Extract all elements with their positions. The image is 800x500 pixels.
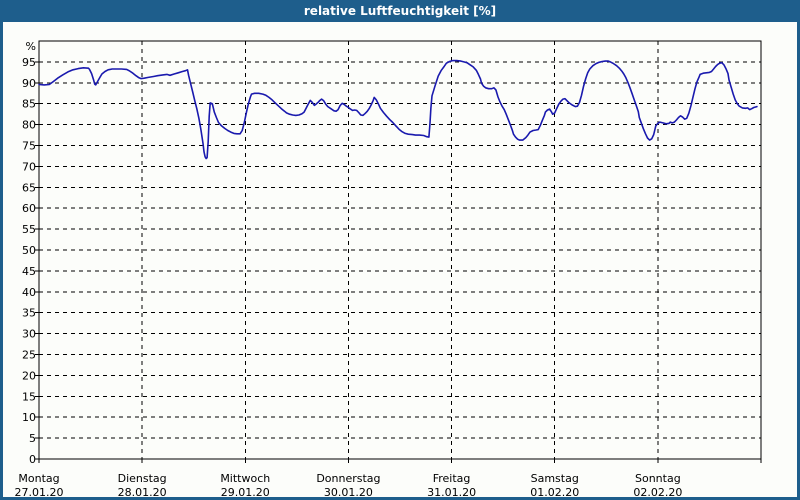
y-tick-label: 25 <box>22 349 36 362</box>
y-tick-label: 95 <box>22 56 36 69</box>
y-tick-label: 90 <box>22 77 36 90</box>
x-day-label: Montag <box>18 472 59 485</box>
y-tick-label: 10 <box>22 411 36 424</box>
y-tick-label: 5 <box>29 432 36 445</box>
y-tick-label: 35 <box>22 307 36 320</box>
y-tick-label: 65 <box>22 181 36 194</box>
window-title: relative Luftfeuchtigkeit [%] <box>303 4 497 18</box>
x-date-label: 29.01.20 <box>221 486 270 497</box>
x-day-label: Donnerstag <box>316 472 380 485</box>
y-tick-label: 0 <box>29 453 36 466</box>
window-title-bar[interactable]: relative Luftfeuchtigkeit [%] <box>3 0 797 22</box>
humidity-line <box>38 59 758 160</box>
x-day-label: Sonntag <box>635 472 681 485</box>
y-tick-label: 70 <box>22 160 36 173</box>
x-day-label: Samstag <box>531 472 579 485</box>
y-tick-label: 45 <box>22 265 36 278</box>
y-tick-label: 15 <box>22 390 36 403</box>
x-date-label: 02.02.20 <box>633 486 682 497</box>
chart-area: 0 5 10 15 20 25 30 35 40 45 50 55 60 65 70 75 80 85 90 95% M… <box>3 22 797 497</box>
y-tick-label: 50 <box>22 244 36 257</box>
plot-background <box>3 22 797 497</box>
x-day-label: Freitag <box>433 472 471 485</box>
x-date-label: 28.01.20 <box>118 486 167 497</box>
x-date-label: 27.01.20 <box>15 486 64 497</box>
y-tick-label: 75 <box>22 140 36 153</box>
x-day-label: Mittwoch <box>220 472 270 485</box>
humidity-chart-svg: 0 5 10 15 20 25 30 35 40 45 50 55 60 65 70 75 80 85 90 95% M… <box>3 22 797 497</box>
x-date-label: 01.02.20 <box>530 486 579 497</box>
y-axis-unit-label: % <box>26 40 36 53</box>
y-tick-label: 80 <box>22 119 36 132</box>
y-tick-label: 55 <box>22 223 36 236</box>
x-date-label: 30.01.20 <box>324 486 373 497</box>
y-tick-label: 85 <box>22 98 36 111</box>
x-date-label: 31.01.20 <box>427 486 476 497</box>
y-tick-label: 60 <box>22 202 36 215</box>
y-tick-label: 40 <box>22 286 36 299</box>
x-day-label: Dienstag <box>118 472 167 485</box>
y-tick-label: 30 <box>22 328 36 341</box>
y-tick-label: 20 <box>22 369 36 382</box>
